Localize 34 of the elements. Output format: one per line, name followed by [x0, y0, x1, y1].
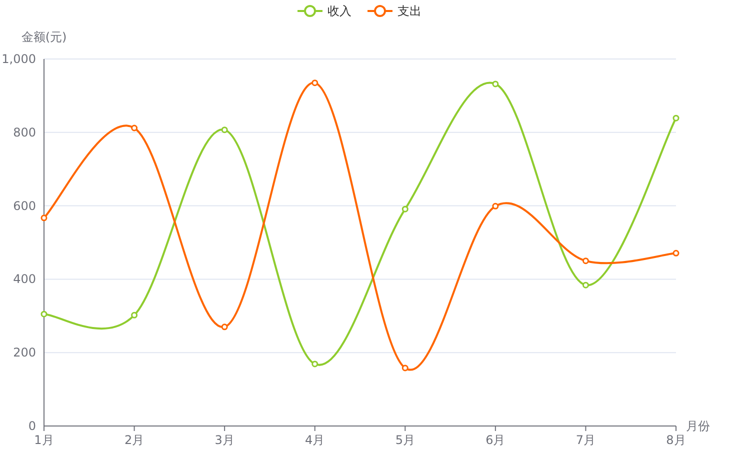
- point: [40, 214, 48, 222]
- point: [672, 250, 680, 256]
- legend-label: 收入: [328, 4, 352, 18]
- x-tick-label: 1月: [34, 433, 54, 447]
- y-axis-title: 金额(元): [21, 30, 67, 44]
- x-tick-label: 6月: [486, 433, 506, 447]
- y-tick-label: 400: [13, 272, 36, 286]
- x-tick-label: 5月: [395, 433, 415, 447]
- point: [131, 124, 138, 132]
- y-tick-label: 800: [13, 125, 36, 140]
- x-tick-label: 8月: [666, 433, 686, 447]
- point: [402, 206, 408, 212]
- x-axis-title: 月份: [686, 419, 710, 433]
- y-tick-label: 200: [13, 346, 36, 360]
- point: [672, 114, 680, 122]
- point: [40, 310, 48, 318]
- x-tick-label: 2月: [124, 433, 144, 447]
- legend-label: 支出: [398, 4, 422, 18]
- y-tick-label: 600: [13, 198, 36, 213]
- x-tick-label: 4月: [305, 433, 325, 447]
- point: [312, 80, 318, 86]
- point: [492, 202, 499, 210]
- point: [582, 282, 589, 288]
- point: [312, 360, 318, 368]
- point: [131, 312, 138, 318]
- point: [582, 258, 589, 264]
- point: [402, 364, 408, 372]
- x-tick-label: 3月: [214, 433, 234, 447]
- y-tick-label: 1,000: [2, 52, 36, 66]
- y-tick-label: 0: [28, 419, 36, 433]
- point: [221, 324, 228, 330]
- point: [492, 80, 499, 88]
- x-tick-label: 7月: [576, 433, 596, 447]
- point: [221, 126, 228, 134]
